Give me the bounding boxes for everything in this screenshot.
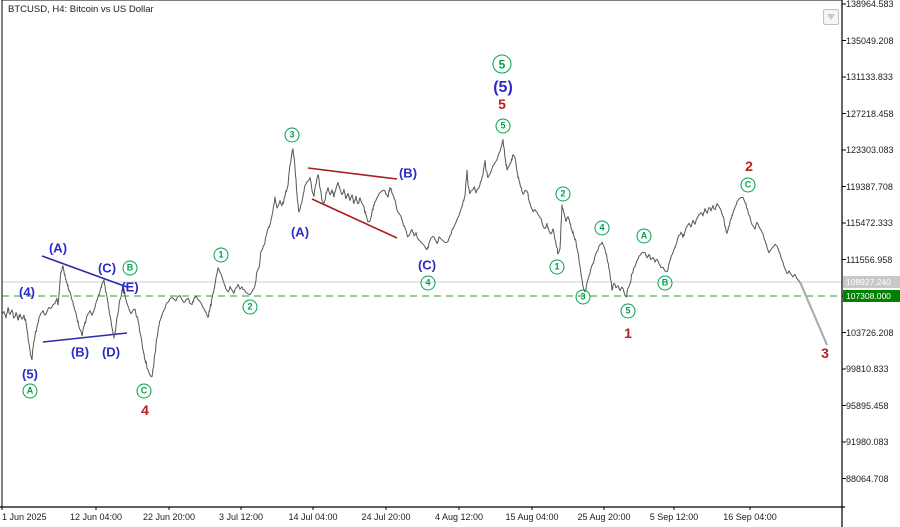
price-axis-label: 127218.458: [846, 108, 894, 119]
wave-label-5-blue-lg: (5): [493, 79, 513, 96]
time-axis-label: 14 Jul 04:00: [288, 512, 338, 522]
wave-label-B-blue: (B): [70, 344, 90, 360]
trendline-red-lower-wedge[interactable]: [311, 198, 398, 239]
price-axis-label: 138964.583: [846, 0, 894, 9]
time-axis-label: 15 Aug 04:00: [505, 512, 559, 522]
wave-label-D-blue: (D): [101, 344, 121, 360]
wave-label-4-blue: (4): [19, 284, 35, 300]
time-axis-label: 4 Aug 12:00: [434, 512, 484, 522]
bid-price-box: 108927.240: [843, 276, 900, 288]
wave-label-3-circ: 3: [284, 127, 300, 143]
wave-label-B-circ: B: [657, 275, 673, 291]
price-axis-label: 103726.208: [846, 327, 894, 338]
wave-label-5-red-lg: 5: [498, 96, 506, 112]
wave-label-C-blue: (C): [97, 260, 117, 276]
time-axis-label: 3 Jul 12:00: [218, 512, 264, 522]
trendline-blue-lower-left[interactable]: [42, 332, 128, 343]
wave-label-E-blue: (E): [121, 279, 139, 295]
trendline-blue-upper-left[interactable]: [41, 255, 128, 288]
price-axis-label: 111556.958: [846, 254, 893, 265]
forecast-projection-line[interactable]: [798, 281, 829, 346]
price-axis-label: 135049.208: [846, 35, 894, 46]
wave-label-C-circ: C: [740, 177, 756, 193]
price-axis-label: 99810.833: [846, 364, 889, 374]
wave-label-5-circ: 5: [495, 118, 511, 134]
wave-label-5-circ: 5: [620, 303, 636, 319]
wave-label-B-blue: (B): [398, 165, 418, 181]
time-axis-label: 12 Jun 04:00: [69, 512, 123, 522]
time-axis-label: 25 Aug 20:00: [577, 512, 631, 522]
wave-label-3-circ: 3: [575, 289, 591, 305]
wave-label-4-circ: 4: [420, 275, 436, 291]
wave-label-5-blue: (5): [22, 366, 38, 382]
price-axis-label: 119387.708: [846, 181, 893, 192]
chart-shift-triangle-icon: [827, 14, 835, 20]
wave-label-B-circ: B: [122, 260, 138, 276]
wave-label-2-circ: 2: [555, 186, 571, 202]
wave-label-1-circ: 1: [549, 259, 565, 275]
chart-title: BTCUSD, H4: Bitcoin vs US Dollar: [8, 4, 154, 15]
wave-label-1-circ: 1: [213, 247, 229, 263]
wave-label-1-red-lg: 1: [624, 325, 632, 341]
price-axis-label: 95895.458: [846, 400, 889, 411]
wave-label-2-red-lg: 2: [745, 158, 753, 174]
price-axis-label: 115472.333: [846, 218, 893, 228]
wave-label-A-blue: (A): [290, 224, 310, 240]
price-axis-label: 91980.083: [846, 437, 889, 447]
wave-label-2-circ: 2: [242, 299, 258, 315]
chart-shift-icon[interactable]: [823, 9, 839, 25]
marked-level-price-box: 107308.000: [843, 290, 900, 302]
wave-label-A-circ: A: [22, 383, 38, 399]
wave-label-C-blue: (C): [417, 257, 437, 273]
wave-label-C-circ: C: [136, 383, 152, 399]
price-axis-label: 131133.833: [846, 72, 893, 82]
time-axis-label: 5 Sep 12:00: [649, 512, 699, 522]
wave-label-A-blue: (A): [48, 240, 68, 256]
wave-label-A-circ: A: [636, 228, 652, 244]
time-axis-label: 16 Sep 04:00: [723, 512, 777, 522]
time-axis-label: 24 Jul 20:00: [361, 512, 411, 522]
wave-label-5-circ-lg: 5: [492, 54, 512, 74]
wave-label-4-red-lg: 4: [141, 402, 149, 418]
time-axis-label: 22 Jun 20:00: [142, 512, 196, 522]
time-axis-label: 1 Jun 2025: [2, 512, 47, 522]
price-line-series: [1, 139, 801, 378]
price-axis-label: 88064.708: [846, 473, 889, 484]
wave-label-3-red-lg: 3: [821, 345, 829, 361]
wave-label-4-circ: 4: [594, 220, 610, 236]
price-axis-label: 123303.083: [846, 145, 894, 155]
trendline-red-upper-wedge[interactable]: [307, 167, 398, 180]
